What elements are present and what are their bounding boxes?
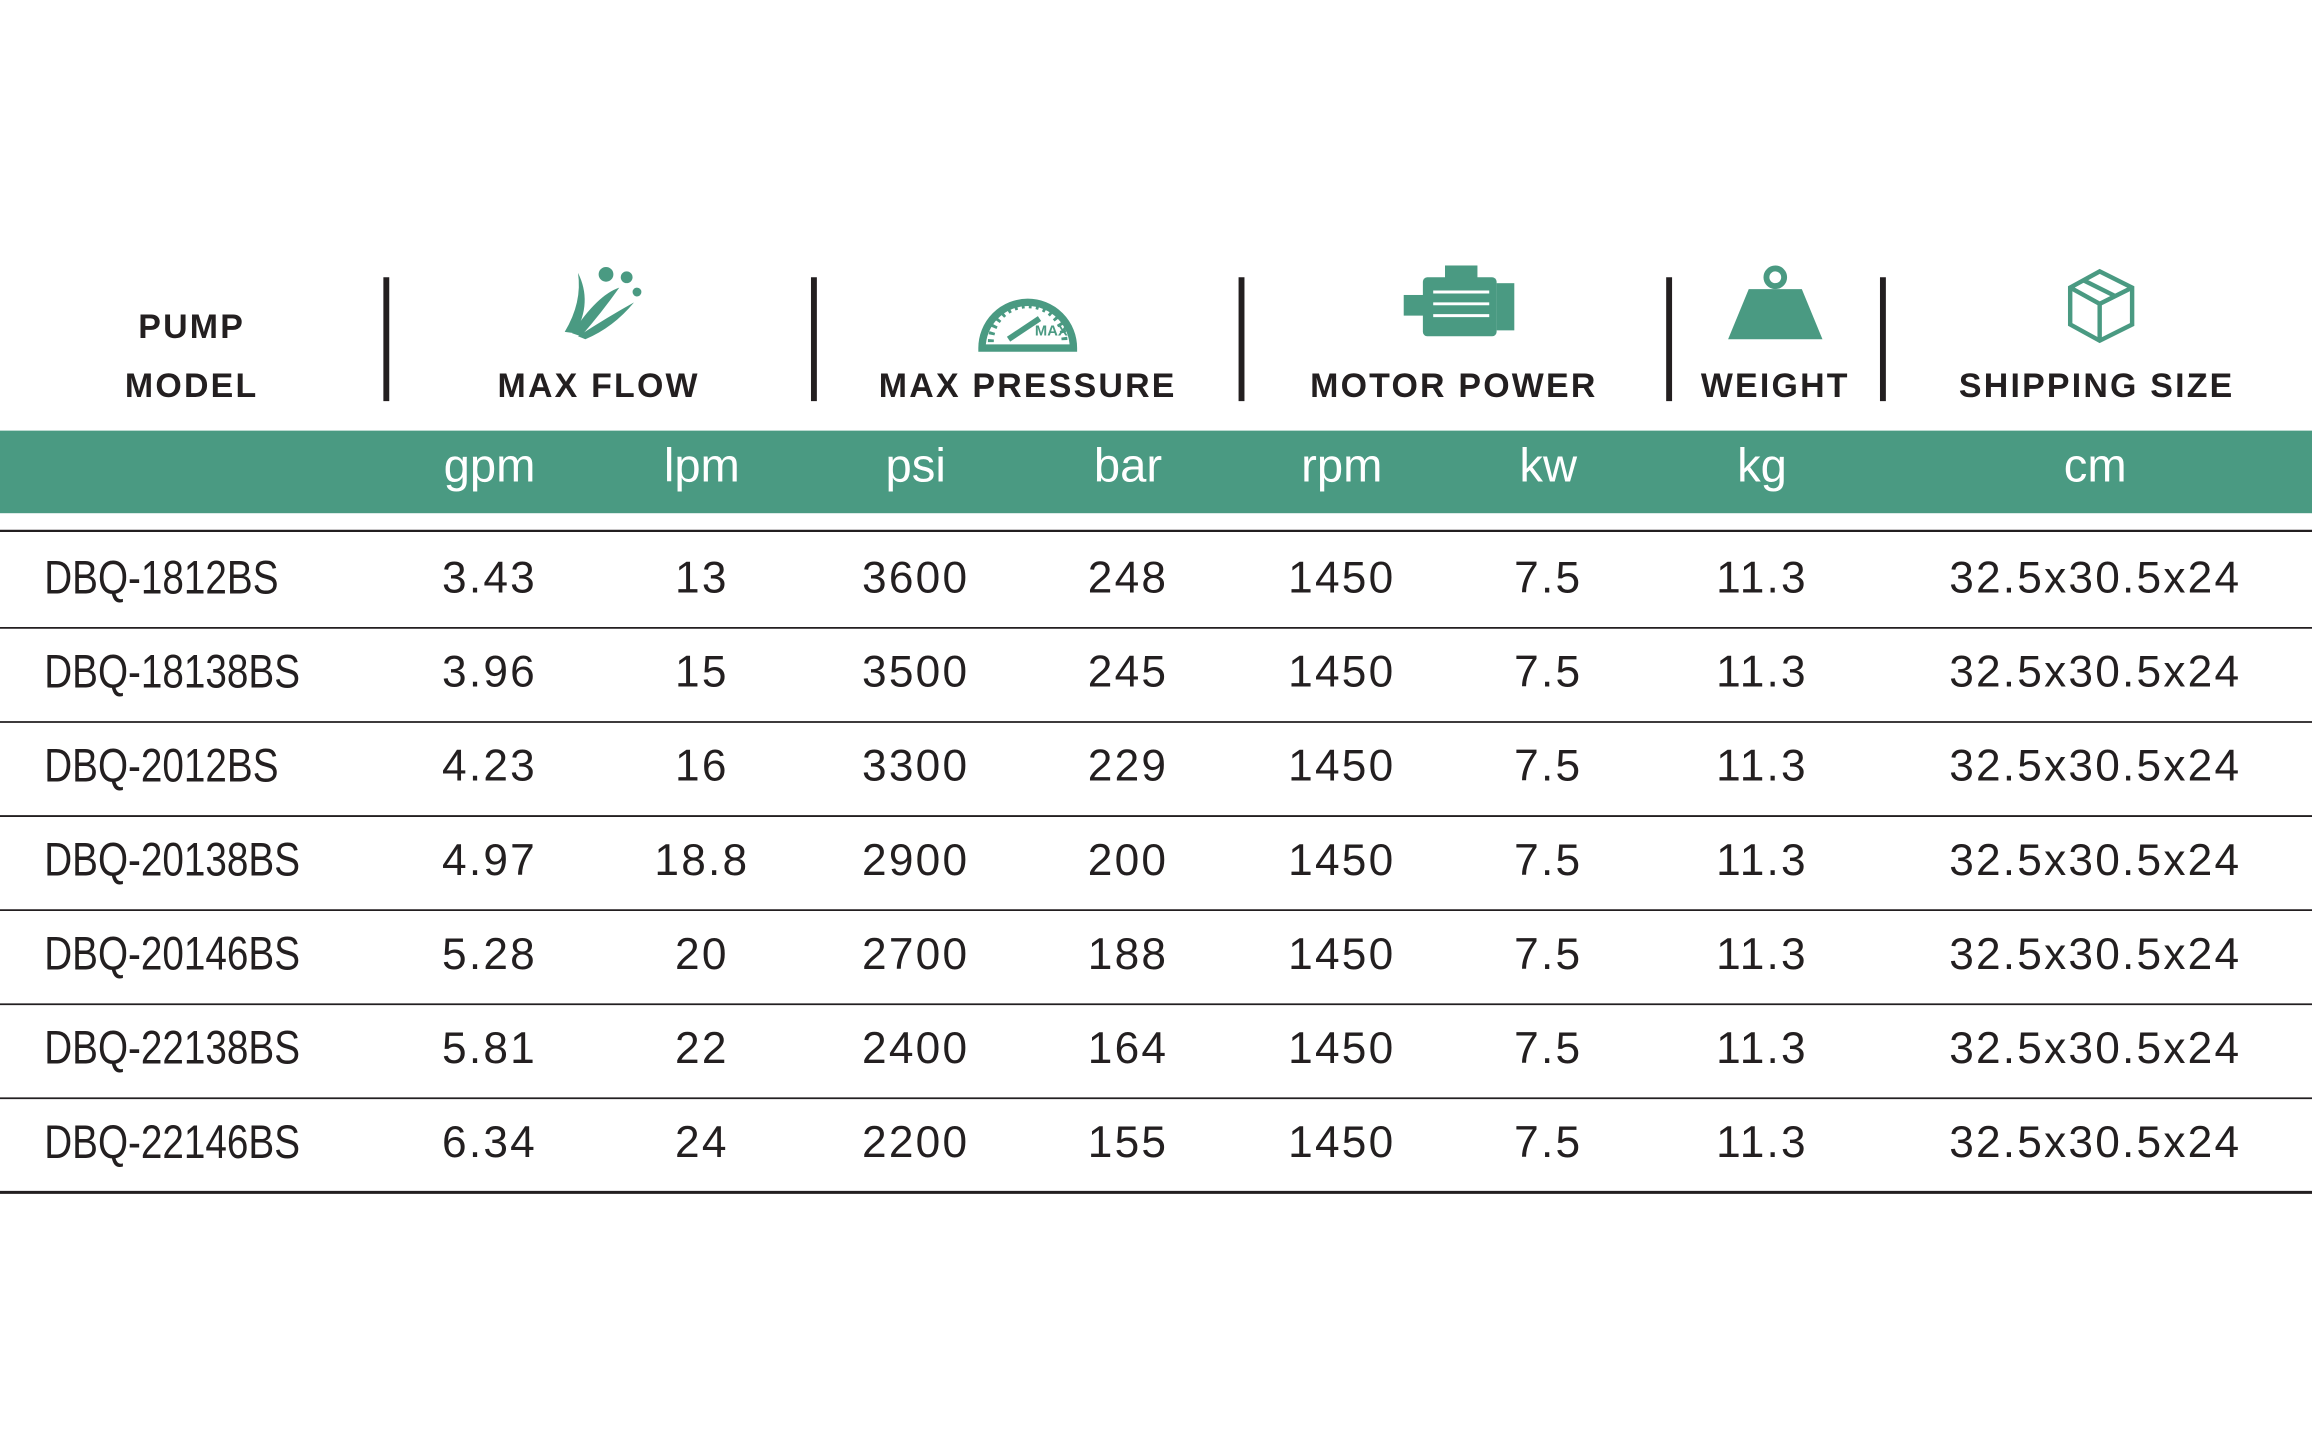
data-cell: 11.3: [1716, 554, 1808, 603]
data-cell: 18.8: [654, 836, 749, 885]
data-cell: 11.3: [1716, 648, 1808, 697]
data-cell: 1450: [1288, 930, 1395, 979]
data-cell: 3.43: [442, 554, 537, 603]
column-header: WEIGHT: [1701, 367, 1850, 405]
column-header: MOTOR POWER: [1310, 367, 1597, 405]
data-cell: 7.5: [1514, 742, 1582, 791]
data-cell: 16: [675, 742, 729, 791]
data-cell: 20: [675, 930, 729, 979]
unit-label: psi: [886, 438, 946, 491]
unit-label: rpm: [1301, 438, 1382, 491]
unit-label: cm: [2064, 438, 2127, 491]
data-cell: 229: [1088, 742, 1168, 791]
unit-band: [0, 430, 2312, 514]
data-cell: 22: [675, 1024, 729, 1073]
data-cell: 3.96: [442, 648, 537, 697]
column-header: SHIPPING SIZE: [1959, 367, 2235, 405]
box-icon: [2067, 268, 2135, 344]
data-cell: 32.5x30.5x24: [1949, 742, 2241, 791]
data-cell: 1450: [1288, 1024, 1395, 1073]
data-cell: 24: [675, 1118, 729, 1167]
data-cell: 7.5: [1514, 930, 1582, 979]
column-header: MODEL: [125, 367, 259, 405]
data-cell: 15: [675, 648, 729, 697]
data-cell: 32.5x30.5x24: [1949, 930, 2241, 979]
unit-label: bar: [1094, 438, 1162, 491]
data-cell: 3500: [862, 648, 969, 697]
data-cell: 188: [1088, 930, 1168, 979]
data-cell: 5.28: [442, 930, 537, 979]
model-cell: DBQ-22146BS: [44, 1116, 300, 1168]
data-cell: 13: [675, 554, 729, 603]
svg-text:MAX: MAX: [1035, 324, 1068, 340]
column-header: MAX PRESSURE: [879, 367, 1177, 405]
model-cell: DBQ-2012BS: [44, 740, 278, 792]
data-cell: 248: [1088, 554, 1168, 603]
weight-icon: [1728, 265, 1823, 340]
column-header: PUMP: [138, 308, 245, 346]
header-dividers: [383, 277, 1886, 402]
data-cell: 11.3: [1716, 742, 1808, 791]
data-cell: 2700: [862, 930, 969, 979]
data-cell: 245: [1088, 648, 1168, 697]
model-cell: DBQ-1812BS: [44, 552, 278, 604]
model-cell: DBQ-22138BS: [44, 1022, 300, 1074]
data-cell: 1450: [1288, 554, 1395, 603]
model-cell: DBQ-20146BS: [44, 928, 300, 980]
data-cell: 3300: [862, 742, 969, 791]
data-cell: 32.5x30.5x24: [1949, 648, 2241, 697]
unit-label: lpm: [664, 438, 740, 491]
column-header: MAX FLOW: [498, 367, 700, 405]
data-cell: 2400: [862, 1024, 969, 1073]
flow-icon: [564, 266, 642, 340]
unit-label: gpm: [444, 438, 536, 491]
data-cell: 11.3: [1716, 1118, 1808, 1167]
model-cell: DBQ-20138BS: [44, 834, 300, 886]
data-cell: 32.5x30.5x24: [1949, 1024, 2241, 1073]
data-cell: 6.34: [442, 1118, 537, 1167]
data-cell: 32.5x30.5x24: [1949, 1118, 2241, 1167]
unit-label: kw: [1519, 438, 1578, 491]
data-cell: 3600: [862, 554, 969, 603]
data-cell: 1450: [1288, 742, 1395, 791]
data-cell: 4.97: [442, 836, 537, 885]
data-cell: 11.3: [1716, 836, 1808, 885]
motor-icon: [1403, 265, 1515, 337]
data-cell: 2200: [862, 1118, 969, 1167]
data-cell: 4.23: [442, 742, 537, 791]
data-cell: 7.5: [1514, 648, 1582, 697]
data-cell: 1450: [1288, 1118, 1395, 1167]
data-cell: 32.5x30.5x24: [1949, 836, 2241, 885]
data-cell: 164: [1088, 1024, 1168, 1073]
data-cell: 5.81: [442, 1024, 537, 1073]
data-cell: 7.5: [1514, 1118, 1582, 1167]
data-cell: 1450: [1288, 648, 1395, 697]
pressure-icon: MAX: [978, 298, 1078, 352]
data-cell: 32.5x30.5x24: [1949, 554, 2241, 603]
data-cell: 7.5: [1514, 1024, 1582, 1073]
data-cell: 2900: [862, 836, 969, 885]
data-cell: 7.5: [1514, 836, 1582, 885]
data-cell: 11.3: [1716, 1024, 1808, 1073]
data-cell: 1450: [1288, 836, 1395, 885]
data-cell: 11.3: [1716, 930, 1808, 979]
data-cell: 200: [1088, 836, 1168, 885]
data-cell: 7.5: [1514, 554, 1582, 603]
model-cell: DBQ-18138BS: [44, 646, 300, 698]
data-cell: 155: [1088, 1118, 1168, 1167]
unit-label: kg: [1737, 438, 1787, 491]
